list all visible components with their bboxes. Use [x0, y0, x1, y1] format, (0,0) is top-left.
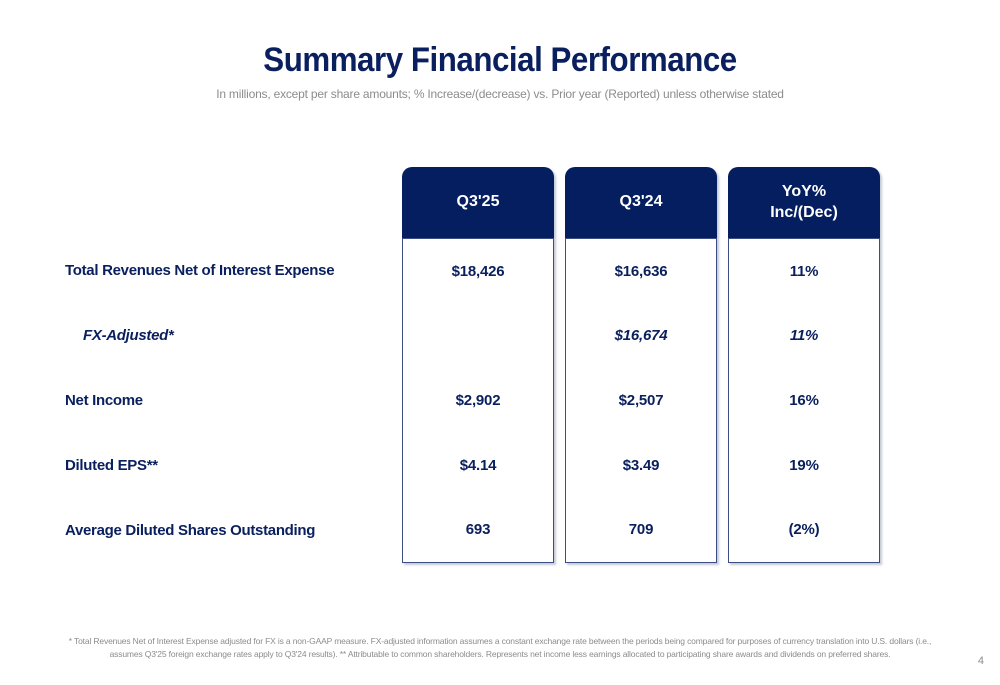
page-title: Summary Financial Performance [263, 41, 737, 79]
cell-q324-fx-adjusted: $16,674 [614, 327, 668, 345]
column-q3-25: Q3'25 $18,426 $2,902 $4.14 693 [402, 167, 554, 563]
cell-yoy-total-revenues: 11% [789, 262, 819, 280]
column-header-yoy: YoY% Inc/(Dec) [728, 167, 880, 238]
footnote-line-1: * Total Revenues Net of Interest Expense… [68, 635, 932, 646]
footnote-line-2: assumes Q3'25 foreign exchange rates app… [109, 648, 891, 659]
row-labels: Total Revenues Net of Interest Expense F… [65, 238, 395, 563]
cell-yoy-avg-diluted-shares: (2%) [788, 521, 820, 539]
row-label-fx-adjusted: FX-Adjusted* [83, 327, 174, 344]
row-label-net-income: Net Income [65, 392, 143, 409]
column-header-q3-25: Q3'25 [402, 167, 554, 238]
cell-yoy-net-income: 16% [789, 391, 819, 409]
footnote: * Total Revenues Net of Interest Expense… [0, 635, 1000, 661]
cell-q325-avg-diluted-shares: 693 [465, 521, 491, 539]
column-yoy: YoY% Inc/(Dec) 11% 11% 16% 19% (2%) [728, 167, 880, 563]
column-body-yoy: 11% 11% 16% 19% (2%) [728, 238, 880, 563]
cell-q324-diluted-eps: $3.49 [622, 456, 660, 474]
column-body-q3-24: $16,636 $16,674 $2,507 $3.49 709 [565, 238, 717, 563]
cell-q325-net-income: $2,902 [455, 391, 501, 409]
cell-q325-fx-adjusted [403, 304, 553, 369]
row-label-diluted-eps: Diluted EPS** [65, 457, 158, 474]
row-label-avg-diluted-shares: Average Diluted Shares Outstanding [65, 522, 316, 539]
cell-q324-avg-diluted-shares: 709 [628, 521, 654, 539]
cell-q325-diluted-eps: $4.14 [459, 456, 497, 474]
cell-q325-total-revenues: $18,426 [451, 262, 505, 280]
column-header-q3-24: Q3'24 [565, 167, 717, 238]
column-q3-24: Q3'24 $16,636 $16,674 $2,507 $3.49 709 [565, 167, 717, 563]
page-subtitle: In millions, except per share amounts; %… [216, 87, 784, 101]
cell-q324-total-revenues: $16,636 [614, 262, 668, 280]
column-body-q3-25: $18,426 $2,902 $4.14 693 [402, 238, 554, 563]
row-label-total-revenues: Total Revenues Net of Interest Expense [65, 262, 335, 279]
page-number: 4 [977, 655, 984, 667]
cell-q324-net-income: $2,507 [618, 391, 664, 409]
cell-yoy-fx-adjusted: 11% [789, 327, 819, 345]
cell-yoy-diluted-eps: 19% [789, 456, 819, 474]
